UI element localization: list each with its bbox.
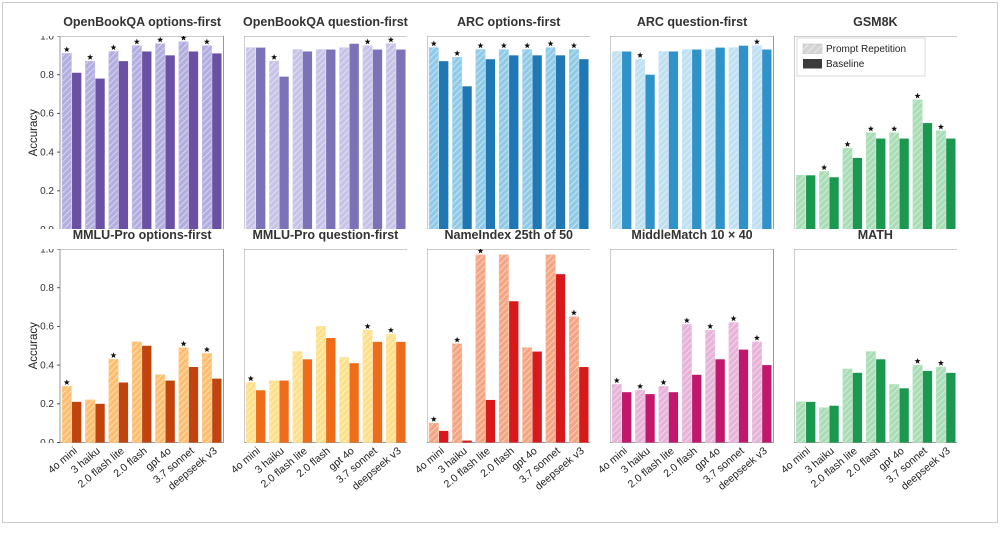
- svg-text:0.6: 0.6: [40, 108, 54, 119]
- svg-text:0.6: 0.6: [40, 322, 54, 333]
- svg-text:1.0: 1.0: [40, 249, 54, 255]
- svg-text:0.4: 0.4: [40, 361, 54, 372]
- svg-text:0.0: 0.0: [40, 438, 54, 443]
- svg-text:0.8: 0.8: [40, 283, 54, 294]
- svg-text:Accuracy: Accuracy: [28, 322, 40, 370]
- svg-text:0.8: 0.8: [40, 70, 54, 81]
- svg-text:0.2: 0.2: [40, 186, 54, 197]
- svg-text:Accuracy: Accuracy: [28, 108, 40, 156]
- svg-text:0.2: 0.2: [40, 399, 54, 410]
- svg-text:1.0: 1.0: [40, 36, 54, 42]
- svg-text:0.4: 0.4: [40, 147, 54, 158]
